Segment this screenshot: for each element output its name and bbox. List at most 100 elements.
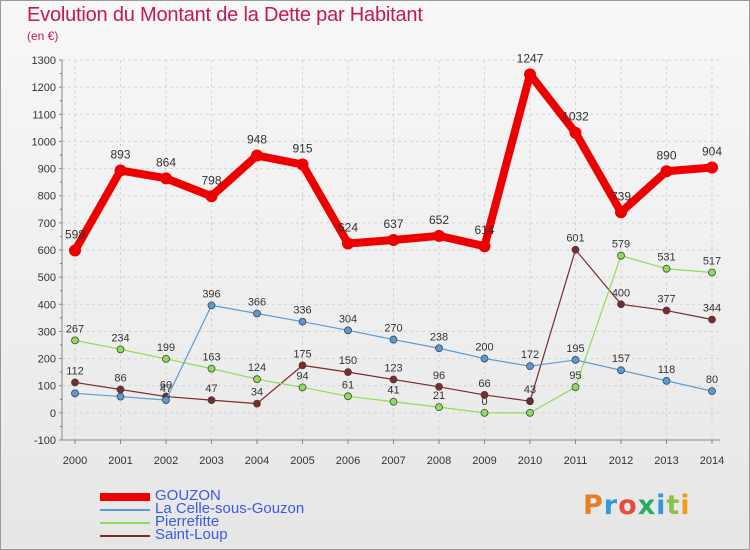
point-gouzon — [524, 68, 536, 81]
y-tick-label: 400 — [38, 299, 56, 311]
data-label-pierrefitte: 0 — [527, 396, 533, 408]
point-saint-loup — [708, 315, 716, 324]
legend-label: Saint-Loup — [155, 526, 228, 543]
x-tick-label: 2007 — [381, 455, 405, 467]
data-label-pierrefitte: 234 — [111, 332, 129, 344]
data-label-gouzon: 904 — [702, 144, 722, 158]
data-label-la-celle-sous-gouzon: 118 — [658, 364, 676, 376]
y-tick-label: 600 — [38, 245, 56, 257]
data-label-la-celle-sous-gouzon: 270 — [384, 323, 402, 335]
point-pierrefitte — [389, 397, 398, 406]
point-la-celle-sous-gouzon — [526, 362, 534, 371]
data-label-pierrefitte: 267 — [66, 323, 84, 335]
logo-letter: i — [680, 490, 691, 521]
data-label-pierrefitte: 531 — [657, 252, 675, 264]
data-label-la-celle-sous-gouzon: 47 — [160, 383, 172, 395]
point-saint-loup — [662, 306, 671, 315]
point-gouzon — [205, 190, 218, 203]
y-tick-label: 1100 — [32, 109, 56, 121]
data-label-pierrefitte: 124 — [248, 362, 266, 374]
data-label-gouzon: 624 — [338, 220, 358, 234]
data-label-gouzon: 864 — [156, 155, 176, 169]
data-label-pierrefitte: 579 — [612, 239, 630, 251]
logo-letter: P — [583, 490, 604, 521]
x-axis: 2000 2001 2002 2003 2004 2005 2006 2007 2008 2009… — [62, 439, 724, 467]
point-pierrefitte — [253, 375, 261, 384]
chart-title: Evolution du Montant de la Dette par Hab… — [27, 4, 423, 26]
data-label-gouzon: 893 — [110, 147, 130, 161]
data-label-saint-loup: 86 — [114, 373, 126, 385]
point-la-celle-sous-gouzon — [617, 366, 625, 375]
legend-label: La Celle-sous-Gouzon — [155, 500, 305, 517]
point-pierrefitte — [435, 403, 443, 412]
point-pierrefitte — [71, 336, 79, 345]
data-label-gouzon: 890 — [656, 148, 676, 162]
legend-label: GOUZON — [155, 487, 221, 504]
point-la-celle-sous-gouzon — [480, 354, 489, 363]
data-label-la-celle-sous-gouzon: 336 — [293, 305, 311, 317]
data-label-la-celle-sous-gouzon: 304 — [339, 313, 357, 325]
data-label-pierrefitte: 61 — [342, 379, 354, 391]
point-gouzon — [114, 164, 127, 177]
data-label-pierrefitte: 163 — [202, 352, 220, 364]
point-la-celle-sous-gouzon — [162, 396, 170, 405]
point-pierrefitte — [617, 251, 625, 260]
x-tick-label: 2001 — [108, 455, 132, 467]
data-label-saint-loup: 175 — [293, 348, 311, 360]
x-tick-label: 2013 — [654, 455, 678, 467]
point-la-celle-sous-gouzon — [389, 335, 398, 344]
y-tick-label: 900 — [38, 164, 56, 176]
legend-swatch — [100, 535, 150, 537]
point-la-celle-sous-gouzon — [435, 344, 443, 353]
data-label-la-celle-sous-gouzon: 200 — [475, 342, 493, 354]
point-saint-loup — [617, 300, 625, 309]
data-label-la-celle-sous-gouzon: 195 — [566, 343, 584, 355]
legend-label: Pierrefitte — [155, 513, 220, 530]
data-label-saint-loup: 123 — [384, 362, 402, 374]
point-gouzon — [433, 229, 445, 242]
legend-swatch — [100, 522, 150, 524]
x-tick-label: 2003 — [199, 455, 223, 467]
data-label-gouzon: 948 — [247, 133, 267, 147]
data-label-pierrefitte: 95 — [569, 370, 581, 382]
x-tick-label: 2008 — [427, 455, 451, 467]
point-saint-loup — [298, 361, 307, 370]
x-tick-label: 2005 — [290, 455, 314, 467]
point-pierrefitte — [526, 408, 534, 417]
x-tick-label: 2009 — [472, 455, 496, 467]
point-saint-loup — [344, 368, 352, 377]
point-gouzon — [160, 172, 172, 185]
data-label-gouzon: 798 — [201, 173, 221, 187]
point-pierrefitte — [344, 392, 352, 401]
y-tick-label: 1000 — [32, 136, 56, 148]
data-label-gouzon: 915 — [292, 142, 312, 156]
x-tick-label: 2012 — [609, 455, 633, 467]
point-saint-loup — [480, 391, 489, 399]
point-saint-loup — [526, 397, 534, 406]
point-pierrefitte — [207, 364, 216, 373]
data-label-pierrefitte: 517 — [703, 256, 721, 268]
point-la-celle-sous-gouzon — [253, 309, 261, 318]
point-la-celle-sous-gouzon — [207, 301, 216, 310]
point-pierrefitte — [162, 354, 170, 363]
data-label-gouzon: 1247 — [517, 51, 544, 65]
data-label-pierrefitte: 94 — [296, 370, 308, 382]
y-tick-label: 200 — [38, 354, 56, 366]
point-saint-loup — [116, 385, 125, 394]
data-label-pierrefitte: 199 — [157, 342, 175, 354]
data-label-pierrefitte: 21 — [433, 390, 445, 402]
y-axis: -100 0 100 200 300 400 500 600 700 800 900 1000 1100… — [32, 55, 63, 447]
point-la-celle-sous-gouzon — [344, 326, 352, 335]
data-label-saint-loup: 112 — [66, 365, 84, 377]
logo-letter: i — [656, 490, 667, 521]
data-label-saint-loup: 43 — [524, 384, 536, 396]
y-tick-label: 1200 — [32, 82, 56, 94]
data-label-gouzon: 739 — [611, 189, 631, 203]
data-label-gouzon: 637 — [383, 217, 403, 231]
data-label-saint-loup: 47 — [205, 383, 217, 395]
series-lines — [69, 68, 718, 417]
point-pierrefitte — [571, 383, 580, 391]
point-pierrefitte — [708, 268, 716, 277]
point-la-celle-sous-gouzon — [298, 317, 307, 326]
